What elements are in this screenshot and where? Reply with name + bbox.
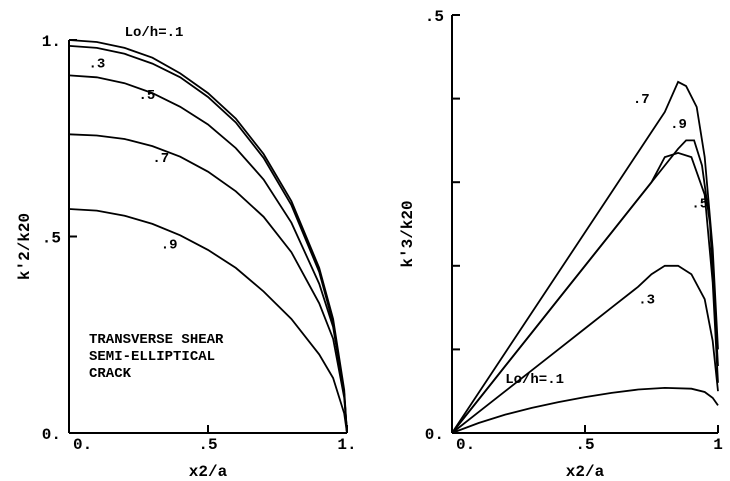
series-label: .7 xyxy=(633,92,650,108)
chart-panel-1: 0. .5 1. 0. .5 1. x2/a k'2/k20 Lo/h=.1 .3 .5 .7 .9 TR… xyxy=(16,25,357,481)
y-tick-label: 0. xyxy=(425,426,444,444)
series-label: .7 xyxy=(152,151,169,167)
annotation-line: TRANSVERSE SHEAR xyxy=(89,332,224,348)
x-tick-label: 1. xyxy=(337,436,356,454)
y-tick-label: .5 xyxy=(425,8,444,26)
series-line-4 xyxy=(451,264,719,434)
x-tick-label: 0. xyxy=(73,436,92,454)
y-tick-label: 1. xyxy=(42,33,61,51)
series-line-5 xyxy=(451,386,719,434)
series-label: .9 xyxy=(670,117,687,133)
series-line-1 xyxy=(68,39,348,434)
series-label: Lo/h=.1 xyxy=(125,25,184,41)
y-tick-label: .5 xyxy=(42,230,61,248)
annotation-line: SEMI-ELLIPTICAL xyxy=(89,349,215,365)
x-tick-label: 0. xyxy=(456,436,475,454)
x-tick-label: 1 xyxy=(713,436,723,454)
annotation-line: CRACK xyxy=(89,366,132,382)
series-line-3 xyxy=(451,151,719,434)
series-label: Lo/h=.1 xyxy=(505,372,564,388)
series-line-1 xyxy=(451,80,719,434)
x-axis-label: x2/a xyxy=(566,463,605,481)
series-line-2 xyxy=(68,45,348,434)
x-tick-label: .5 xyxy=(575,436,594,454)
series-line-5 xyxy=(68,208,348,434)
x-axis-label: x2/a xyxy=(189,463,228,481)
series-label: .5 xyxy=(139,88,156,104)
series-label: .9 xyxy=(161,237,178,253)
y-axis-label: k'2/k20 xyxy=(16,213,34,280)
series-line-4 xyxy=(68,133,348,434)
series-line-3 xyxy=(68,74,348,434)
y-tick-label: 0. xyxy=(42,426,61,444)
series-label: .3 xyxy=(638,292,655,308)
y-axis-label: k'3/k20 xyxy=(399,200,417,267)
series-label: .3 xyxy=(88,57,105,73)
series-label: .5 xyxy=(691,196,708,212)
chart-panel-2: 0. .5 1 0. .5 x2/a k'3/k20 .7 .9 .5 .3 Lo/h=.1 xyxy=(399,8,723,481)
x-tick-label: .5 xyxy=(198,436,217,454)
